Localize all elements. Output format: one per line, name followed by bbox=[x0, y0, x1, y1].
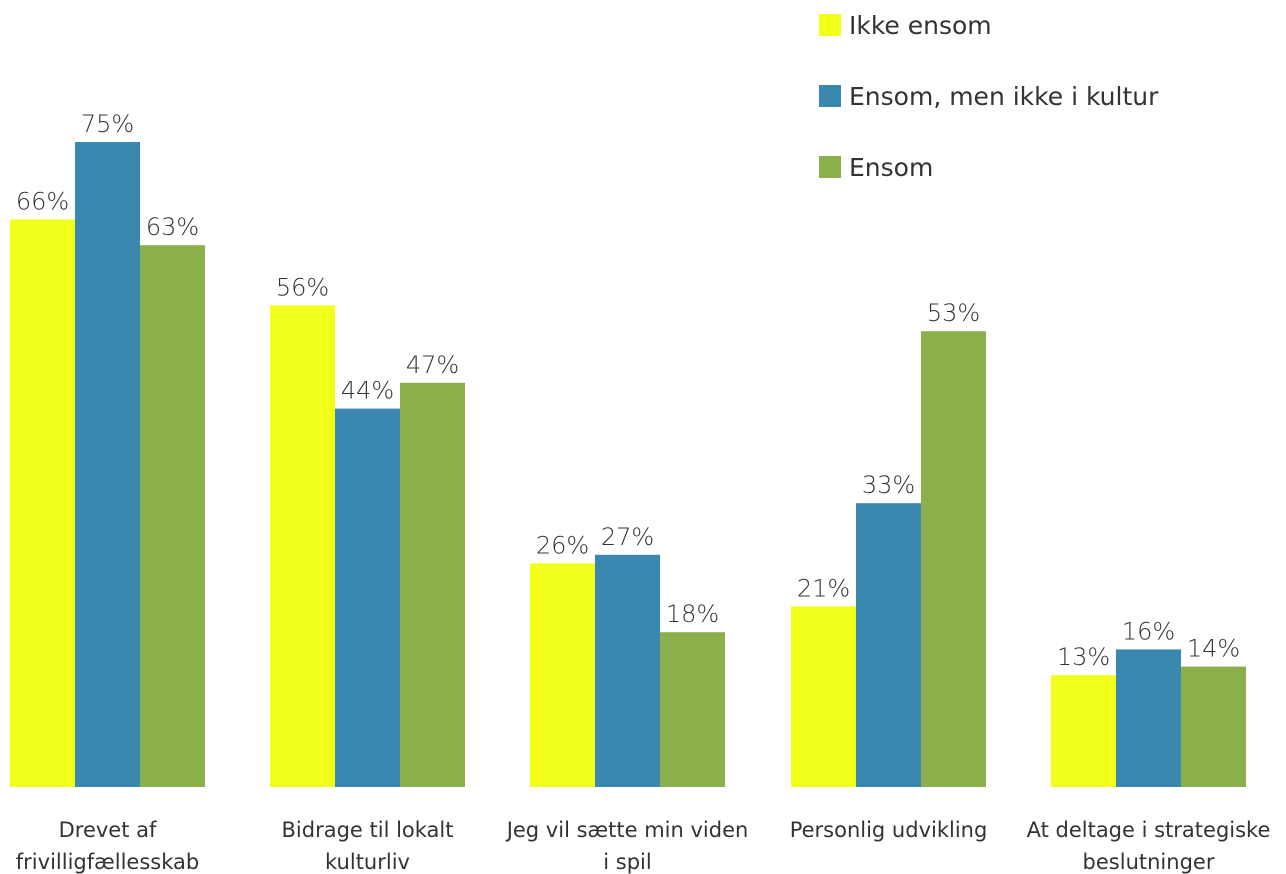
value-label: 21% bbox=[797, 574, 850, 602]
category-labels-group: Drevet af frivilligfællesskab Bidrage til … bbox=[16, 818, 1271, 874]
legend-label: Ensom bbox=[849, 153, 933, 182]
legend-label: Ensom, men ikke i kultur bbox=[849, 82, 1159, 111]
bar-4-series-3 bbox=[921, 331, 986, 787]
bar-3-series-3 bbox=[660, 632, 725, 787]
bar-3-series-1 bbox=[530, 563, 595, 787]
bar-3-series-2 bbox=[595, 554, 660, 787]
value-label: 18% bbox=[666, 600, 719, 628]
value-label: 33% bbox=[862, 471, 915, 499]
bar-4-series-1 bbox=[791, 606, 856, 787]
value-label: 44% bbox=[341, 377, 394, 405]
category-label: Personlig udvikling bbox=[790, 818, 988, 842]
bar-2-series-2 bbox=[335, 408, 400, 787]
legend-label: Ikke ensom bbox=[849, 11, 992, 40]
value-label: 16% bbox=[1122, 617, 1175, 645]
category-label: kulturliv bbox=[325, 850, 410, 874]
legend-swatch bbox=[819, 156, 841, 178]
value-label: 26% bbox=[536, 531, 589, 559]
bar-4-series-2 bbox=[856, 503, 921, 787]
legend: Ikke ensom Ensom, men ikke i kultur Ensom bbox=[819, 11, 1159, 182]
value-label: 66% bbox=[16, 187, 69, 215]
value-label: 47% bbox=[406, 351, 459, 379]
category-label: Jeg vil sætte min viden bbox=[505, 818, 749, 842]
bar-1-series-2 bbox=[75, 142, 140, 787]
category-label: At deltage i strategiske bbox=[1027, 818, 1271, 842]
value-labels-group: 66% 75% 63% 56% 44% 47% 26% 27% 18% 21% 33% 53% 13% 1… bbox=[16, 110, 1240, 671]
value-label: 13% bbox=[1057, 643, 1110, 671]
bars-group bbox=[10, 142, 1246, 787]
category-label: Drevet af bbox=[59, 818, 157, 842]
legend-swatch bbox=[819, 85, 841, 107]
bar-5-series-2 bbox=[1116, 649, 1181, 787]
value-label: 75% bbox=[81, 110, 134, 138]
bar-5-series-3 bbox=[1181, 666, 1246, 787]
value-label: 53% bbox=[927, 299, 980, 327]
category-label: Bidrage til lokalt bbox=[282, 818, 454, 842]
category-label: frivilligfællesskab bbox=[16, 850, 199, 874]
bar-1-series-3 bbox=[140, 245, 205, 787]
bar-1-series-1 bbox=[10, 219, 75, 787]
category-label: i spil bbox=[603, 850, 651, 874]
category-label: beslutninger bbox=[1083, 850, 1215, 874]
value-label: 56% bbox=[276, 273, 329, 301]
value-label: 14% bbox=[1187, 635, 1240, 663]
bar-2-series-1 bbox=[270, 305, 335, 787]
value-label: 63% bbox=[146, 213, 199, 241]
bar-2-series-3 bbox=[400, 382, 465, 787]
value-label: 27% bbox=[601, 523, 654, 551]
bar-5-series-1 bbox=[1051, 675, 1116, 787]
legend-swatch bbox=[819, 14, 841, 36]
